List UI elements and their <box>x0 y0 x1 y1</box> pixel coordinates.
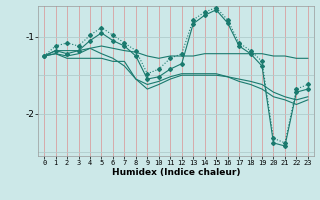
X-axis label: Humidex (Indice chaleur): Humidex (Indice chaleur) <box>112 168 240 177</box>
